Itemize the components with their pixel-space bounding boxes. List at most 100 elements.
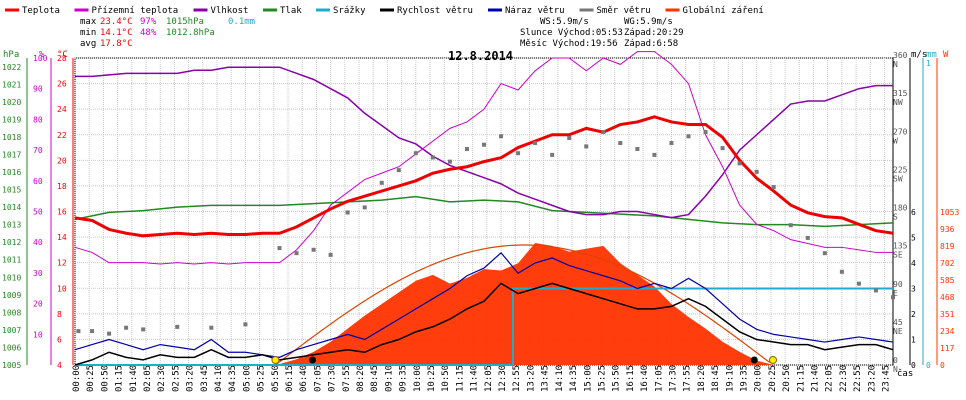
- x-tick-label: 11:15: [455, 365, 465, 392]
- info-mesic: Měsíc Východ:19:56: [520, 39, 618, 49]
- radiation-tick: 351: [940, 310, 955, 319]
- x-tick-label: 14:35: [569, 365, 579, 392]
- legend-label: Tlak: [280, 6, 302, 16]
- wind-tick: 1: [911, 336, 916, 345]
- x-tick-label: 05:50: [271, 365, 281, 392]
- wind-direction-point: [209, 325, 214, 330]
- pressure-tick: 1016: [2, 168, 21, 177]
- x-tick-label: 12:55: [512, 365, 522, 392]
- pressure-tick: 1013: [2, 221, 21, 230]
- wind-direction-point: [107, 331, 112, 336]
- temperature-tick: 24: [57, 105, 67, 114]
- x-tick-label: 10:25: [427, 365, 437, 392]
- wind-direction-point: [873, 288, 878, 293]
- pressure-tick: 1020: [2, 98, 21, 107]
- humidity-tick: 10: [33, 330, 43, 339]
- radiation-tick: 117: [940, 344, 955, 353]
- x-tick-label: 07:55: [342, 365, 352, 392]
- direction-tick-dir: N: [893, 365, 898, 374]
- wind-direction-point: [175, 324, 180, 329]
- wind-direction-point: [396, 168, 401, 173]
- x-tick-label: 20:25: [768, 365, 778, 392]
- pressure-tick: 1018: [2, 133, 21, 142]
- x-tick-label: 22:05: [825, 365, 835, 392]
- axis-unit-hpa: hPa: [3, 50, 19, 60]
- radiation-tick: 468: [940, 293, 955, 302]
- pressure-tick: 1006: [2, 343, 21, 352]
- x-tick-label: 16:15: [626, 365, 636, 392]
- series-solar-radiation: [75, 242, 893, 365]
- wind-direction-point: [482, 142, 486, 147]
- radiation-tick: 936: [940, 225, 955, 234]
- legend-label: Přízemní teplota: [92, 6, 179, 16]
- info-mesic-zapad: Západ:6:58: [624, 39, 678, 49]
- x-tick-label: 08:20: [356, 365, 366, 392]
- x-tick-label: 11:40: [470, 365, 480, 392]
- x-tick-label: 19:10: [725, 365, 735, 392]
- humidity-tick: 100: [33, 54, 48, 63]
- x-tick-label: 10:50: [441, 365, 451, 392]
- humidity-tick: 20: [33, 300, 43, 309]
- direction-tick-deg: 360: [893, 51, 908, 60]
- series-ground-temperature: [74, 51, 893, 265]
- wind-direction-point: [124, 325, 129, 330]
- wind-direction-point: [294, 251, 299, 256]
- x-tick-label: 20:50: [782, 365, 792, 392]
- direction-tick-deg: 0: [893, 356, 898, 365]
- direction-tick-dir: W: [893, 136, 898, 145]
- humidity-tick: 70: [33, 146, 43, 155]
- legend-label: Směr větru: [597, 6, 651, 16]
- pressure-tick: 1011: [2, 256, 21, 265]
- wind-direction-point: [788, 223, 793, 228]
- x-tick-label: 17:05: [654, 365, 664, 392]
- temperature-tick: 22: [57, 131, 67, 140]
- series-humidity: [75, 66, 893, 219]
- wind-direction-point: [345, 210, 350, 215]
- wind-direction-point: [76, 329, 81, 334]
- axis-unit-mm: mm: [926, 50, 937, 60]
- direction-tick-deg: 270: [893, 127, 908, 136]
- humidity-tick: 30: [33, 269, 43, 278]
- wind-direction-point: [464, 146, 469, 151]
- axis-unit-cas: čas: [897, 368, 913, 379]
- rain-tick: 1: [926, 59, 931, 68]
- x-tick-label: 18:20: [697, 365, 707, 392]
- direction-tick-deg: 180: [893, 204, 908, 213]
- pressure-tick: 1007: [2, 326, 21, 335]
- x-tick-label: 15:25: [597, 365, 607, 392]
- x-tick-label: 23:45: [881, 365, 891, 392]
- temperature-tick: 18: [57, 182, 67, 191]
- sunrise-marker: [271, 356, 280, 364]
- axis-unit-ms: m/s: [911, 50, 927, 60]
- wind-direction-point: [430, 155, 435, 160]
- series-temperature: [74, 115, 894, 238]
- wind-direction-point: [141, 327, 146, 332]
- x-tick-label: 17:30: [668, 365, 678, 392]
- wind-tick: 2: [911, 310, 916, 319]
- x-tick-label: 06:40: [299, 365, 309, 392]
- wind-direction-point: [90, 329, 95, 334]
- pressure-tick: 1010: [2, 273, 21, 282]
- wind-direction-point: [379, 180, 384, 185]
- direction-tick-deg: 135: [893, 242, 908, 251]
- wind-direction-point: [720, 146, 725, 151]
- stat-pressure: 1015hPa: [166, 17, 204, 27]
- info-slunce: Slunce Východ:05:53: [520, 28, 623, 38]
- direction-tick-dir: E: [893, 289, 898, 298]
- wind-direction-point: [311, 247, 316, 252]
- x-tick-label: 00:50: [100, 365, 110, 392]
- chart-title: 12.8.2014: [448, 49, 513, 63]
- wind-direction-point: [499, 134, 504, 139]
- legend-label: Globální záření: [683, 6, 764, 16]
- direction-tick-dir: SW: [893, 174, 903, 183]
- wind-direction-point: [516, 151, 521, 156]
- x-tick-label: 18:45: [711, 365, 721, 392]
- direction-tick-dir: N: [893, 60, 898, 69]
- radiation-tick: 702: [940, 259, 955, 268]
- x-tick-label: 13:20: [526, 365, 536, 392]
- x-tick-label: 15:00: [583, 365, 593, 392]
- direction-tick-deg: 45: [893, 318, 903, 327]
- x-tick-label: 01:15: [115, 365, 125, 392]
- direction-tick-dir: NW: [893, 98, 903, 107]
- direction-tick-deg: 225: [893, 165, 908, 174]
